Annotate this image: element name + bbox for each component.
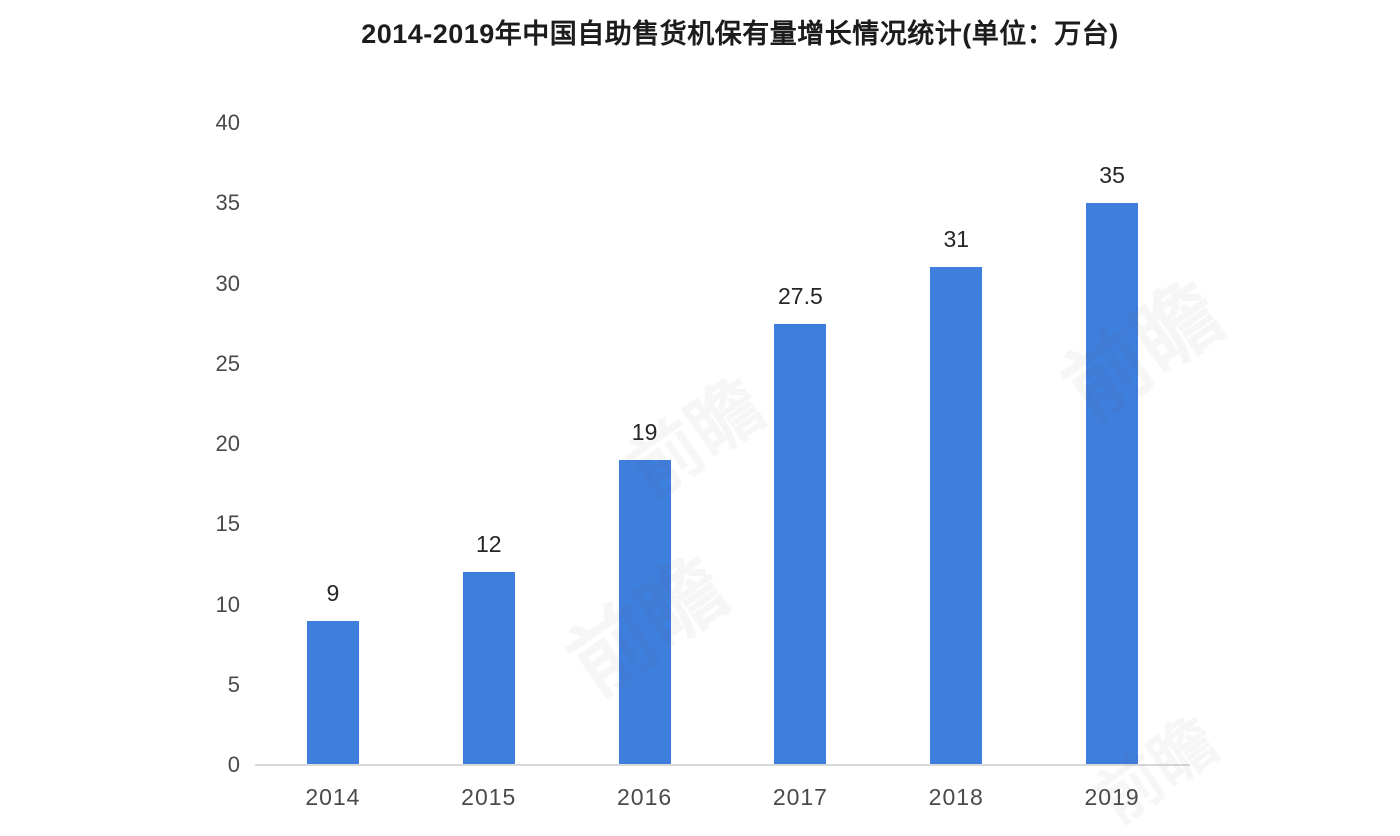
x-axis-line (255, 764, 1190, 766)
x-tick-label: 2019 (1084, 784, 1140, 810)
y-tick-label: 15 (215, 511, 240, 537)
bar-2018 (930, 267, 983, 765)
y-tick-label: 5 (227, 671, 240, 697)
bar-2017 (774, 323, 827, 765)
bar-value-label: 27.5 (778, 282, 823, 309)
bar-value-label: 31 (943, 226, 970, 253)
bar-2014 (306, 620, 359, 765)
bar-value-label: 9 (326, 579, 340, 606)
bar-value-label: 12 (475, 531, 502, 558)
bar-2015 (462, 572, 515, 765)
bar-2019 (1086, 203, 1139, 765)
x-tick-label: 2015 (461, 784, 517, 810)
y-tick-label: 35 (215, 190, 240, 216)
y-tick-label: 40 (215, 110, 240, 135)
x-tick-label: 2016 (616, 784, 673, 810)
bar-2016 (618, 460, 671, 765)
bar-value-label: 35 (1099, 162, 1125, 189)
y-tick-label: 10 (215, 591, 240, 617)
chart-title: 2014-2019年中国自助售货机保有量增长情况统计(单位：万台) (361, 19, 1119, 49)
bar-value-label: 19 (631, 419, 658, 446)
y-tick-label: 25 (215, 350, 240, 376)
x-tick-label: 2017 (772, 784, 828, 810)
x-tick-label: 2014 (305, 784, 361, 810)
watermark: 前瞻 (1046, 264, 1239, 438)
x-tick-label: 2018 (928, 784, 984, 810)
y-tick-label: 0 (227, 752, 240, 777)
y-tick-label: 20 (215, 431, 240, 456)
y-tick-label: 30 (215, 270, 240, 296)
